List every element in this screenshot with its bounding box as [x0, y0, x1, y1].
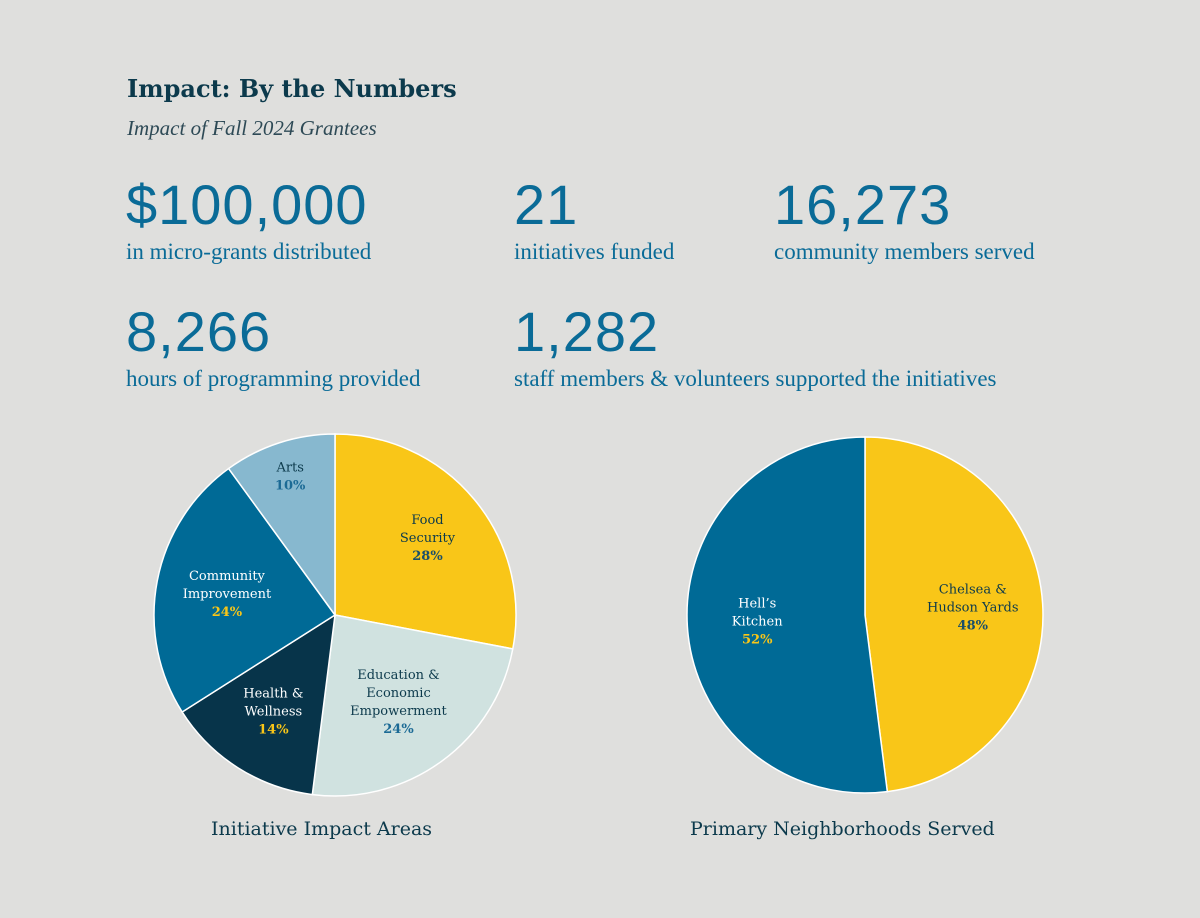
slice-percent-label: 24%: [383, 722, 414, 737]
slice-label-text: Hell’s: [738, 596, 776, 611]
slice-percent-label: 10%: [275, 479, 306, 494]
stat-label: hours of programming provided: [126, 366, 421, 391]
slice-label-text: Hudson Yards: [927, 601, 1019, 616]
impact-areas-pie-chart: Food Security 28% Education & Economic Empowe…: [153, 433, 517, 797]
stat-label: community members served: [774, 239, 1035, 264]
stat-number: 16,273: [774, 173, 952, 236]
slice-percent-label: 48%: [958, 619, 989, 634]
pie-slice-food-security: [334, 433, 517, 650]
pie-slice-arts: [227, 433, 336, 618]
stat-staff-volunteers: 1,282 staff members & volunteers support…: [514, 304, 996, 392]
slice-label-text: Food: [411, 513, 443, 528]
slice-label-health-wellness: Health & Wellness 14%: [243, 687, 303, 738]
pie-slice-education-economic-empowerment: [311, 614, 514, 797]
slice-label-chelsea-hudson-yards: Chelsea & Hudson Yards 48%: [927, 583, 1019, 634]
slice-label-community-improvement: Community Improvement 24%: [183, 569, 272, 620]
stat-label: initiatives funded: [514, 239, 675, 264]
neighborhoods-pie-chart: Chelsea & Hudson Yards 48% Hell’s Kitchen 52%: [686, 436, 1044, 794]
slice-percent-label: 24%: [212, 605, 243, 620]
slice-percent-label: 14%: [258, 723, 289, 738]
slice-label-education-economic-empowerment: Education & Economic Empowerment 24%: [350, 668, 447, 737]
impact-areas-chart-title: Initiative Impact Areas: [211, 818, 433, 840]
slice-label-food-security: Food Security 28%: [400, 513, 456, 564]
page-title: Impact: By the Numbers: [127, 74, 457, 103]
stat-label: staff members & volunteers supported the…: [514, 366, 997, 391]
pie-slice-chelsea-hudson-yards: [864, 436, 1044, 793]
slice-label-text: Health &: [243, 687, 303, 702]
slice-label-text: Chelsea &: [939, 583, 1007, 598]
pie-slice-health-wellness: [181, 613, 336, 796]
slice-label-text: Security: [400, 531, 456, 546]
stat-community-members: 16,273 community members served: [774, 177, 1035, 265]
slice-label-text: Improvement: [183, 587, 272, 602]
slice-label-text: Wellness: [245, 705, 303, 720]
stat-number: 8,266: [126, 300, 272, 363]
page-subtitle: Impact of Fall 2024 Grantees: [127, 116, 377, 140]
pie-slice-hell-s-kitchen: [686, 436, 889, 794]
stat-grants: $100,000 in micro-grants distributed: [126, 177, 371, 265]
slice-label-arts: Arts 10%: [275, 461, 306, 494]
neighborhoods-chart-title: Primary Neighborhoods Served: [690, 818, 995, 840]
slice-label-text: Economic: [366, 686, 431, 701]
slice-label-text: Arts: [275, 461, 304, 476]
slice-percent-label: 52%: [742, 632, 773, 647]
stat-hours: 8,266 hours of programming provided: [126, 304, 420, 392]
stat-number: $100,000: [126, 173, 368, 236]
pie-slice-community-improvement: [153, 467, 337, 714]
stat-label: in micro-grants distributed: [126, 239, 372, 264]
slice-percent-label: 28%: [412, 549, 443, 564]
slice-label-text: Empowerment: [350, 704, 447, 719]
slice-label-text: Community: [189, 569, 266, 584]
slice-label-hell-s-kitchen: Hell’s Kitchen 52%: [732, 596, 783, 647]
stat-initiatives: 21 initiatives funded: [514, 177, 674, 265]
stat-number: 1,282: [514, 300, 660, 363]
slice-label-text: Kitchen: [732, 614, 783, 629]
stat-number: 21: [514, 173, 579, 236]
slice-label-text: Education &: [357, 668, 440, 683]
